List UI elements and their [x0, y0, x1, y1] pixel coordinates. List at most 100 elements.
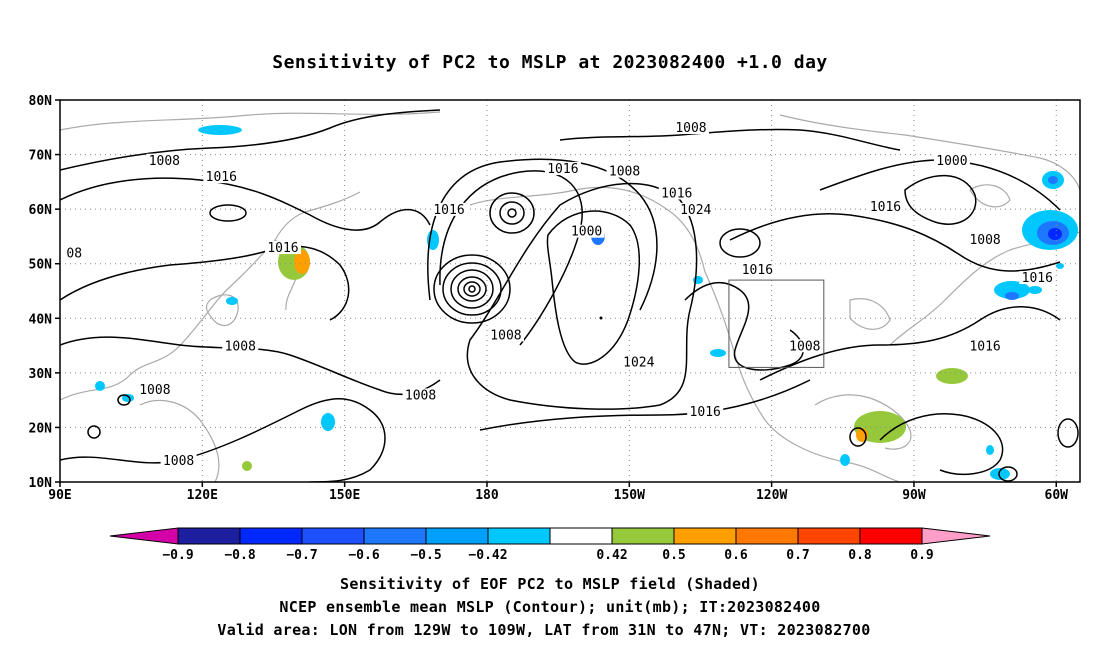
contour-small — [209, 204, 247, 222]
lat-tick-label: 80N — [29, 94, 53, 109]
contour-1016-east — [729, 212, 1061, 272]
shade-cyan — [1028, 286, 1042, 294]
shade-cyan — [840, 454, 850, 466]
lat-tick-label: 70N — [29, 149, 53, 164]
shade-cyan — [226, 297, 238, 305]
shade-blue — [1005, 292, 1019, 300]
colorbar-segment — [487, 527, 551, 545]
contour-label: 1008 — [225, 339, 256, 354]
contour-label: 1016 — [267, 241, 298, 256]
colorbar-segment — [797, 527, 861, 545]
map-frame — [59, 99, 1081, 483]
shade-orange — [294, 250, 310, 274]
contour-label: 1008 — [969, 233, 1000, 248]
lon-tick-label: 150E — [329, 488, 360, 503]
lon-tick-label: 90E — [48, 488, 71, 503]
colorbar-segment — [363, 527, 427, 545]
contour-label-bg — [402, 388, 439, 402]
contour-label: 1000 — [571, 225, 602, 240]
contour-label-bg — [967, 339, 1004, 353]
contour-1008-arc — [439, 170, 583, 346]
contour-label: 08 — [66, 247, 82, 262]
contour-label-bg — [203, 170, 240, 184]
contour-1008-box — [684, 281, 804, 371]
contour-label: 1008 — [490, 328, 521, 343]
contour-label-bg — [739, 262, 776, 276]
contour-label-bg — [64, 246, 85, 260]
contour-1016-southeast — [759, 306, 1061, 381]
caption-line-1: Sensitivity of EOF PC2 to MSLP field (Sh… — [340, 575, 760, 593]
contour-1000-east — [904, 174, 977, 225]
shade-blue — [1048, 176, 1058, 184]
colorbar-segment — [301, 527, 365, 545]
contour-small — [117, 394, 131, 406]
caption-line-3: Valid area: LON from 129W to 109W, LAT f… — [217, 621, 870, 639]
contour-1008-north — [559, 128, 901, 151]
shade-darkblue — [1048, 228, 1062, 240]
contour-label-bg — [222, 339, 259, 353]
shade-cyan — [994, 281, 1030, 299]
pressure-contours — [60, 109, 1079, 482]
contour-small — [998, 466, 1018, 482]
colorbar-label: 0.7 — [786, 548, 809, 563]
colorbar-segment — [177, 527, 241, 545]
contour-label: 1016 — [969, 339, 1000, 354]
contour-label: 1016 — [206, 170, 237, 185]
contour-1008-west — [60, 109, 441, 171]
contour-1008-bottom — [60, 398, 386, 482]
contour-1008-caribbean — [879, 413, 1004, 476]
contour-label: 1016 — [661, 187, 692, 202]
lon-tick-label: 60W — [1045, 488, 1069, 503]
contour-label: 1016 — [690, 405, 721, 420]
contour-label-bg — [658, 186, 695, 200]
figure-title: Sensitivity of PC2 to MSLP at 2023082400… — [272, 52, 828, 73]
contour-label-bg — [672, 121, 709, 135]
contour-label-bg — [1019, 271, 1056, 285]
colorbar-segment — [611, 527, 675, 545]
contour-label-bg — [544, 161, 581, 175]
contour-label-bg — [431, 202, 468, 216]
contour-small — [849, 427, 867, 447]
colorbar-label: 0.6 — [724, 548, 748, 563]
contour-label: 1016 — [870, 200, 901, 215]
lon-tick-label: 120E — [187, 488, 218, 503]
contour-label: 1016 — [742, 263, 773, 278]
lon-tick-label: 90W — [902, 488, 926, 503]
shade-cyan — [122, 394, 134, 402]
contour-label: 1016 — [1022, 271, 1053, 286]
low-center-contours — [433, 254, 511, 324]
contour-small — [87, 425, 101, 439]
contour-label-bg — [264, 241, 301, 255]
lon-tick-label: 180 — [475, 488, 499, 503]
contour-label: 1008 — [789, 339, 820, 354]
contour-label-bg — [620, 355, 657, 369]
contour-label-bg — [967, 232, 1004, 246]
colorbar-segment — [549, 527, 613, 545]
contour-label-bg — [606, 164, 643, 178]
colorbar-label: −0.6 — [348, 548, 379, 563]
colorbar-label: 0.42 — [596, 548, 627, 563]
lon-tick-label: 150W — [614, 488, 645, 503]
contour-label-bg — [487, 328, 524, 342]
sensitivity-shading — [95, 125, 1078, 480]
lat-tick-label: 40N — [29, 312, 53, 327]
contour-1016-lower-west — [60, 245, 350, 321]
contour-label-bg — [933, 153, 970, 167]
center-dot — [599, 316, 603, 320]
contour-label-bg — [786, 339, 823, 353]
lat-tick-label: 50N — [29, 258, 53, 273]
contour-label-bg — [160, 453, 197, 467]
contour-label: 1016 — [547, 162, 578, 177]
shade-cyan — [990, 468, 1010, 480]
contour-label-bg — [687, 404, 724, 418]
contour-1016-south — [479, 379, 811, 431]
contour-label-bg — [146, 153, 183, 167]
colorbar-segment — [735, 527, 799, 545]
contour-label: 1008 — [149, 154, 180, 169]
contour-label: 1008 — [609, 165, 640, 180]
caption-line-2: NCEP ensemble mean MSLP (Contour); unit(… — [279, 598, 820, 616]
colorbar-low-triangle — [109, 527, 179, 545]
contour-label-bg — [568, 224, 605, 238]
